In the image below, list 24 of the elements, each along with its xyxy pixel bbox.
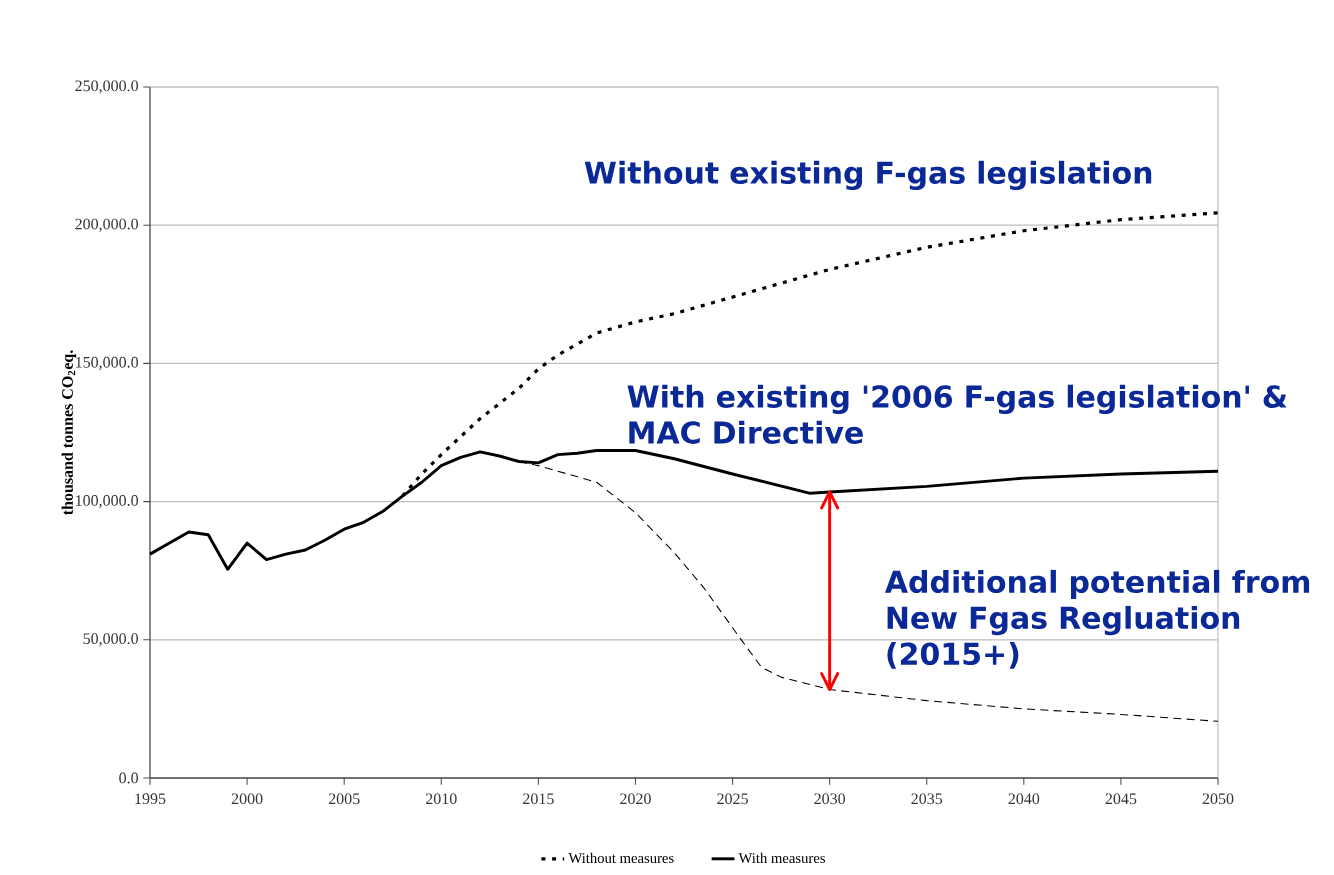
y-tick-label: 200,000.0	[75, 218, 139, 232]
y-tick-label: 100,000.0	[76, 495, 139, 509]
annotation: With existing '2006 F-gas legislation' & MAC Directive	[627, 384, 1287, 444]
x-tick-label: 2030	[814, 793, 846, 805]
x-tick-label: 2040	[1008, 793, 1040, 805]
y-axis-title: thousand tonnes CO$_{2}$eq.	[61, 350, 77, 516]
y-tick-label: 150,000.0	[76, 356, 139, 370]
x-tick-label: 2005	[328, 793, 360, 805]
x-tick-label: 2050	[1202, 793, 1234, 805]
x-tick-label: 1995	[135, 793, 166, 805]
x-tick-label: 2010	[425, 793, 457, 805]
x-tick-label: 2035	[911, 793, 943, 805]
legend-label: Without measures	[568, 852, 674, 864]
legend-label: With measures	[738, 852, 825, 864]
x-tick-label: 2045	[1105, 793, 1137, 805]
x-tick-label: 2015	[523, 793, 554, 805]
y-tick-label: 250,000.0	[75, 80, 139, 94]
y-tick-label: 50,000.0	[83, 633, 139, 647]
x-tick-label: 2000	[231, 793, 263, 805]
annotation: Without existing F-gas legislation	[584, 160, 1152, 191]
y-tick-label: 0.0	[119, 772, 139, 784]
annotation: Additional potential from New Fgas Regluation (2015+)	[884, 569, 1310, 669]
x-tick-label: 2025	[717, 793, 748, 805]
x-tick-label: 2020	[620, 793, 651, 805]
